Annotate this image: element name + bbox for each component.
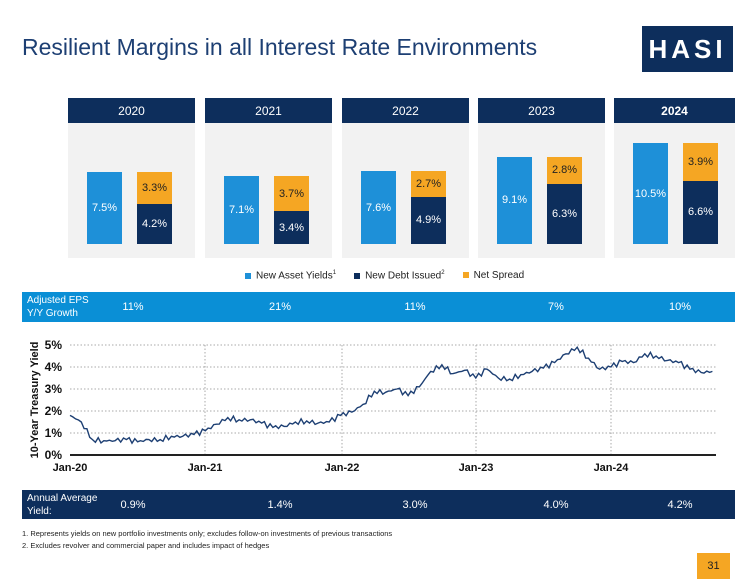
y-tick-label: 5% [45,338,63,352]
year-header: 2022 [342,98,469,123]
net-spread-bar: 3.3% [137,172,172,204]
net-spread-bar: 3.9% [683,143,718,181]
legend-swatch [354,272,361,279]
new-debt-bar: 4.2% [137,203,172,244]
x-tick-label: Jan-21 [188,462,223,474]
new-asset-yield-bar: 7.6% [361,171,396,244]
new-asset-yield-bar: 10.5% [633,143,668,244]
x-tick-label: Jan-23 [459,462,494,474]
x-tick-label: Jan-20 [53,462,88,474]
annual-yield-value: 0.9% [120,499,146,511]
eps-value: 11% [122,301,144,313]
page-number: 31 [697,553,730,579]
eps-label-line1: Adjusted EPS [27,295,89,306]
y-tick-label: 3% [45,382,63,396]
new-asset-yield-bar: 9.1% [497,156,532,244]
bar-legend: New Asset Yields1 New Debt Issued2 Net S… [245,270,524,281]
eps-label-line2: Y/Y Growth [27,308,78,319]
annual-yield-value: 3.0% [402,499,428,511]
legend-new-debt: New Debt Issued2 [354,270,445,281]
net-spread-bar: 3.7% [274,175,309,212]
year-panel: 2022 7.6% 4.9% 2.7% [342,98,469,258]
year-header: 2020 [68,98,195,123]
yield-series-line [69,345,713,445]
y-axis-label: 10-Year Treasury Yield [29,342,41,459]
year-header: 2021 [205,98,332,123]
eps-value: 7% [548,301,564,313]
treasury-yield-chart: 0% 1% 2% 3% 4% 5% Jan-20 Jan-21 Jan-22 Jan-23 Jan-… [29,338,716,474]
legend-swatch [245,272,251,279]
y-tick-label: 0% [45,448,63,462]
y-tick-label: 2% [45,404,63,418]
eps-value: 21% [268,301,292,313]
annual-yield-band: Annual Average Yield: 0.9% 1.4% 3.0% 4.0%… [22,490,735,519]
legend-label: Net Spread [473,270,525,281]
new-asset-yield-bar: 7.5% [87,172,122,244]
legend-label: New Asset Yields [256,270,333,282]
legend-net-spread: Net Spread [462,270,525,281]
x-tick-label: Jan-22 [325,462,360,474]
footnote-ref: 1 [332,270,337,276]
page-title: Resilient Margins in all Interest Rate E… [22,34,538,60]
hasi-logo: HASI [642,26,733,72]
year-panel: 2023 9.1% 6.3% 2.8% [478,98,605,258]
legend-swatch [462,272,469,279]
year-header: 2024 [614,98,735,123]
new-debt-bar: 3.4% [274,211,309,244]
net-spread-bar: 2.7% [411,171,446,197]
annual-yield-label-line1: Annual Average [27,493,98,504]
year-panel: 2020 7.5% 4.2% 3.3% [68,98,195,258]
year-panel: 2024 10.5% 6.6% 3.9% [614,98,735,258]
new-debt-bar: 4.9% [411,196,446,244]
new-debt-bar: 6.3% [547,183,582,244]
annual-yield-value: 4.2% [667,499,693,511]
annual-yield-value: 4.0% [543,499,569,511]
x-tick-label: Jan-24 [594,462,630,474]
eps-value: 11% [404,301,426,313]
footnote-1: 1. Represents yields on new portfolio in… [22,529,393,538]
year-header: 2023 [478,98,605,123]
footnote-2: 2. Excludes revolver and commercial pape… [22,541,270,550]
annual-yield-label: Annual Average Yield: [27,492,97,518]
year-panel: 2021 7.1% 3.4% 3.7% [205,98,332,258]
annual-yield-value: 1.4% [267,499,293,511]
legend-label: New Debt Issued [365,270,442,282]
new-debt-bar: 6.6% [683,180,718,244]
new-asset-yield-bar: 7.1% [224,175,259,244]
net-spread-bar: 2.8% [547,156,582,184]
annual-yield-label-line2: Yield: [27,506,52,517]
eps-label: Adjusted EPS Y/Y Growth [27,294,89,320]
y-tick-label: 1% [45,426,63,440]
eps-growth-band: Adjusted EPS Y/Y Growth 11% 21% 11% 7% 10… [22,292,735,322]
y-tick-label: 4% [45,360,63,374]
footnote-ref: 2 [441,270,445,276]
legend-new-asset: New Asset Yields1 [245,270,336,281]
eps-value: 10% [668,301,692,313]
